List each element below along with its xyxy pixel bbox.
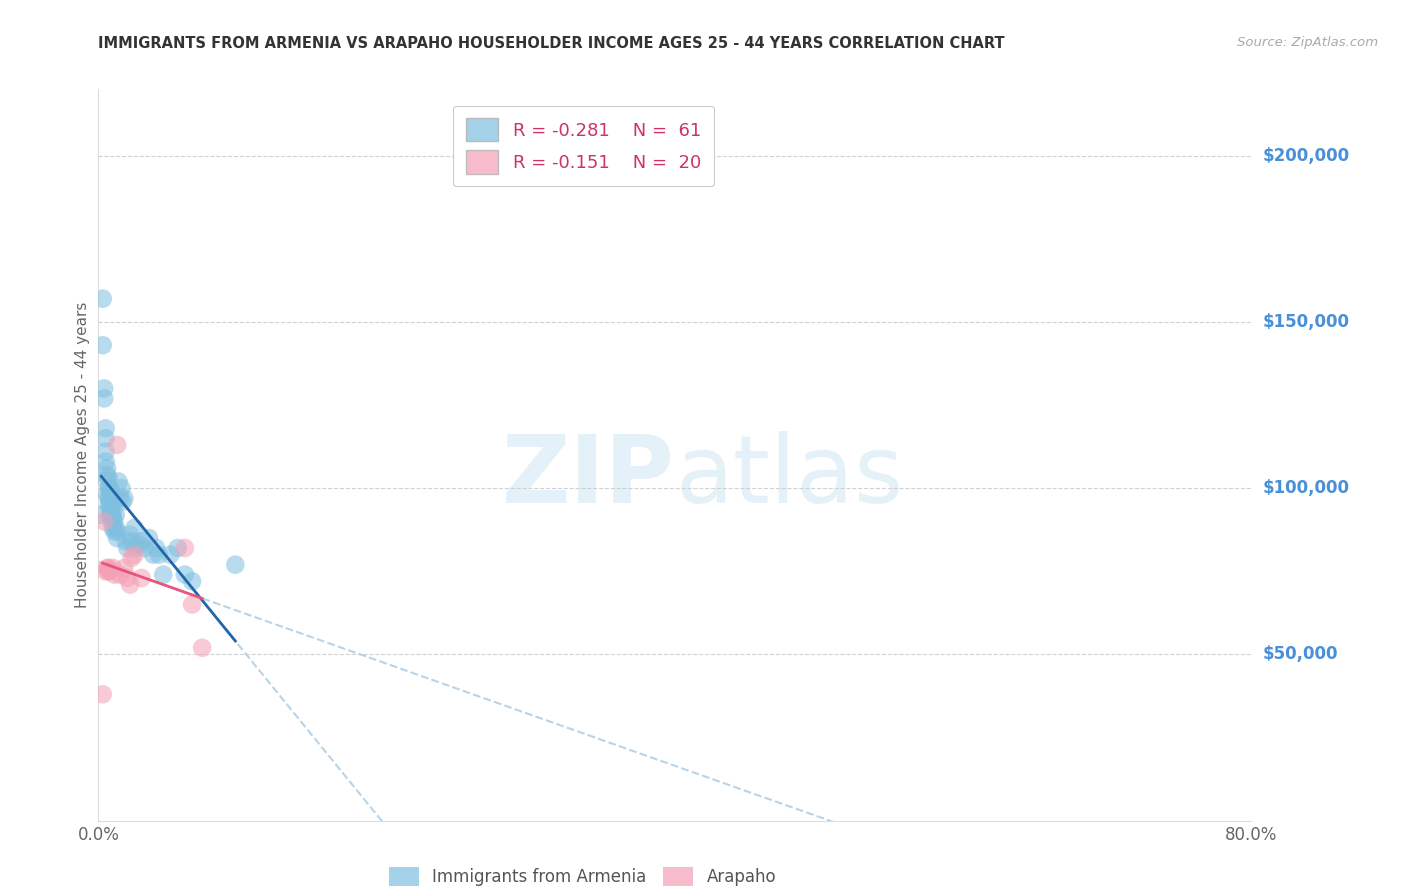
Point <box>105 524 128 539</box>
Point <box>152 567 174 582</box>
Point <box>97 481 120 495</box>
Point <box>124 521 146 535</box>
Point <box>114 534 136 549</box>
Point <box>93 392 115 406</box>
Point <box>138 531 160 545</box>
Point <box>96 461 118 475</box>
Point <box>100 491 122 505</box>
Point <box>108 491 131 505</box>
Point <box>101 494 124 508</box>
Point <box>93 381 115 395</box>
Point <box>112 561 135 575</box>
Point <box>101 488 124 502</box>
Point <box>166 541 188 555</box>
Point <box>104 508 127 522</box>
Point <box>159 548 181 562</box>
Point <box>103 515 125 529</box>
Point <box>224 558 246 572</box>
Text: $50,000: $50,000 <box>1263 646 1339 664</box>
Point <box>101 561 124 575</box>
Point <box>94 421 117 435</box>
Point <box>100 498 122 512</box>
Point <box>97 491 120 505</box>
Point <box>120 577 142 591</box>
Point <box>100 515 122 529</box>
Point <box>110 481 132 495</box>
Point <box>98 501 121 516</box>
Point <box>131 534 153 549</box>
Point <box>96 467 118 482</box>
Point <box>98 564 121 578</box>
Point <box>124 548 146 562</box>
Point <box>125 541 148 555</box>
Point <box>98 508 121 522</box>
Point <box>117 571 138 585</box>
Point <box>94 564 117 578</box>
Point <box>134 541 156 555</box>
Point <box>107 475 129 489</box>
Legend: Immigrants from Armenia, Arapaho: Immigrants from Armenia, Arapaho <box>382 860 783 892</box>
Point <box>97 561 120 575</box>
Point <box>174 567 197 582</box>
Point <box>105 531 128 545</box>
Point <box>98 494 121 508</box>
Point <box>98 481 121 495</box>
Point <box>96 475 118 489</box>
Point <box>131 571 153 585</box>
Point <box>100 508 122 522</box>
Point <box>104 521 127 535</box>
Text: ZIP: ZIP <box>502 431 675 523</box>
Point <box>91 292 114 306</box>
Point <box>181 598 204 612</box>
Text: $150,000: $150,000 <box>1263 313 1350 331</box>
Point <box>101 511 124 525</box>
Point <box>101 504 124 518</box>
Point <box>94 444 117 458</box>
Point <box>90 508 112 522</box>
Point <box>145 541 167 555</box>
Point <box>103 567 125 582</box>
Point <box>97 498 120 512</box>
Point <box>120 527 142 541</box>
Point <box>96 561 118 575</box>
Text: Source: ZipAtlas.com: Source: ZipAtlas.com <box>1237 36 1378 49</box>
Point <box>97 471 120 485</box>
Text: IMMIGRANTS FROM ARMENIA VS ARAPAHO HOUSEHOLDER INCOME AGES 25 - 44 YEARS CORRELA: IMMIGRANTS FROM ARMENIA VS ARAPAHO HOUSE… <box>98 36 1005 51</box>
Point <box>117 541 138 555</box>
Point <box>108 567 131 582</box>
Point <box>121 534 143 549</box>
Point <box>105 438 128 452</box>
Point <box>98 488 121 502</box>
Point <box>103 524 125 539</box>
Point <box>181 574 204 589</box>
Point <box>174 541 197 555</box>
Point <box>101 521 124 535</box>
Point <box>91 338 114 352</box>
Point <box>97 564 120 578</box>
Point <box>112 491 135 505</box>
Text: atlas: atlas <box>675 431 903 523</box>
Y-axis label: Householder Income Ages 25 - 44 years: Householder Income Ages 25 - 44 years <box>75 301 90 608</box>
Point <box>91 687 114 701</box>
Point <box>128 538 150 552</box>
Point <box>191 640 214 655</box>
Point <box>121 551 143 566</box>
Point <box>142 548 165 562</box>
Point <box>96 488 118 502</box>
Text: $100,000: $100,000 <box>1263 479 1350 497</box>
Point <box>93 515 115 529</box>
Point <box>94 454 117 468</box>
Point <box>111 494 134 508</box>
Text: $200,000: $200,000 <box>1263 146 1350 165</box>
Point <box>94 431 117 445</box>
Point <box>148 548 170 562</box>
